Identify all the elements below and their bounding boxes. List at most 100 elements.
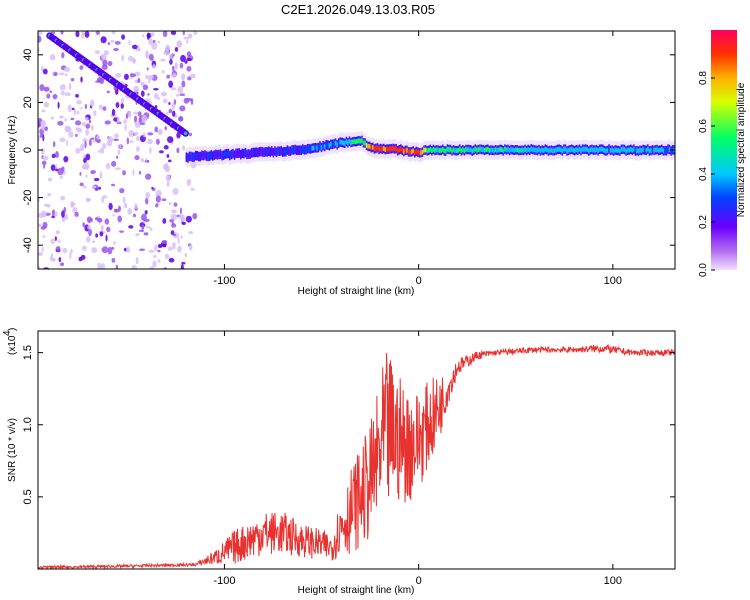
main-ridge-core: [544, 146, 547, 152]
main-ridge-core: [347, 140, 349, 146]
noise-blob: [148, 38, 153, 45]
noise-blob: [82, 222, 85, 228]
noise-blob: [140, 81, 145, 86]
main-ridge-core: [577, 147, 579, 153]
noise-blob: [139, 122, 146, 125]
x-tick-label: 100: [604, 575, 622, 587]
noise-blob: [49, 255, 53, 261]
noise-blob: [180, 264, 184, 269]
noise-blob: [40, 120, 47, 128]
main-ridge-core: [289, 148, 292, 154]
main-ridge-core: [591, 147, 593, 152]
noise-blob: [151, 186, 154, 190]
main-ridge-core: [469, 147, 472, 153]
noise-blob: [142, 84, 149, 91]
main-ridge-core: [532, 147, 534, 152]
noise-blob: [85, 123, 91, 129]
noise-blob: [42, 235, 46, 239]
main-ridge-core: [560, 147, 562, 153]
main-ridge-core: [668, 147, 671, 152]
noise-blob: [188, 132, 192, 137]
main-ridge-core: [309, 146, 312, 152]
main-ridge-core: [409, 149, 411, 155]
main-ridge-core: [441, 146, 444, 152]
main-ridge-core: [356, 138, 359, 144]
main-ridge-core: [331, 141, 334, 147]
noise-blob: [180, 235, 183, 239]
noise-blob: [161, 239, 168, 244]
main-ridge-core: [547, 148, 550, 154]
noise-blob: [50, 116, 55, 120]
main-ridge-core: [221, 153, 223, 159]
noise-blob: [65, 126, 72, 133]
noise-blob: [131, 264, 137, 269]
main-ridge-core: [302, 146, 304, 152]
main-ridge-core: [305, 147, 307, 153]
main-ridge-core: [421, 149, 424, 155]
main-ridge-core: [372, 144, 374, 150]
main-ridge-core: [597, 148, 599, 154]
main-ridge-core: [225, 151, 228, 157]
noise-blob: [138, 229, 145, 233]
noise-blob: [164, 253, 170, 260]
noise-blob: [153, 244, 158, 252]
main-ridge-core: [424, 147, 427, 153]
main-ridge-core: [359, 138, 362, 144]
noise-blob: [168, 108, 173, 114]
main-ridge-core: [611, 147, 613, 153]
noise-blob: [41, 160, 47, 166]
main-ridge-core: [362, 140, 365, 146]
main-ridge-core: [353, 139, 355, 144]
main-ridge-core: [609, 148, 612, 153]
noise-blob: [147, 93, 150, 96]
noise-blob: [162, 218, 167, 224]
noise-blob: [145, 192, 151, 199]
noise-blob: [170, 87, 177, 91]
noise-blob: [166, 111, 169, 115]
noise-blob: [124, 124, 128, 132]
noise-blob: [171, 65, 175, 71]
main-ridge-core: [563, 146, 565, 152]
main-ridge-core: [406, 147, 408, 153]
noise-blob: [99, 171, 103, 179]
main-ridge-core: [463, 148, 466, 154]
noise-blob: [108, 202, 113, 211]
main-ridge-core: [205, 153, 208, 159]
main-ridge-core: [482, 147, 484, 153]
noise-blob: [128, 225, 134, 229]
noise-blob: [106, 90, 110, 94]
main-ridge-core: [564, 146, 567, 152]
noise-blob: [168, 80, 174, 88]
main-ridge-core: [339, 139, 342, 145]
noise-blob: [71, 107, 75, 111]
noise-blob: [55, 168, 59, 172]
noise-blob: [179, 105, 186, 112]
main-ridge-core: [661, 146, 663, 152]
spectrogram-x-label: Height of straight line (km): [298, 286, 415, 297]
noise-blob: [79, 182, 84, 187]
noise-blob: [60, 90, 65, 96]
main-ridge-core: [574, 148, 576, 154]
noise-blob: [128, 55, 134, 62]
noise-blob: [157, 249, 161, 253]
noise-blob: [85, 198, 92, 202]
noise-blob: [80, 143, 85, 151]
main-ridge-core: [480, 147, 483, 152]
noise-blob: [84, 103, 88, 110]
noise-blob: [81, 31, 85, 39]
noise-blob: [70, 248, 73, 254]
main-ridge-core: [191, 154, 194, 160]
noise-blob: [177, 237, 180, 245]
x-tick-label: -100: [213, 275, 235, 287]
snr-multiplier-base: (x10: [7, 335, 18, 355]
noise-blob: [145, 98, 151, 102]
noise-blob: [114, 40, 121, 45]
main-ridge-core: [204, 152, 206, 158]
x-tick-label: 100: [604, 275, 622, 287]
noise-blob: [52, 141, 56, 148]
main-ridge-core: [656, 147, 658, 152]
main-ridge-core: [640, 148, 643, 153]
noise-blob: [146, 32, 150, 40]
main-ridge-core: [459, 146, 461, 152]
main-ridge-core: [665, 148, 668, 154]
